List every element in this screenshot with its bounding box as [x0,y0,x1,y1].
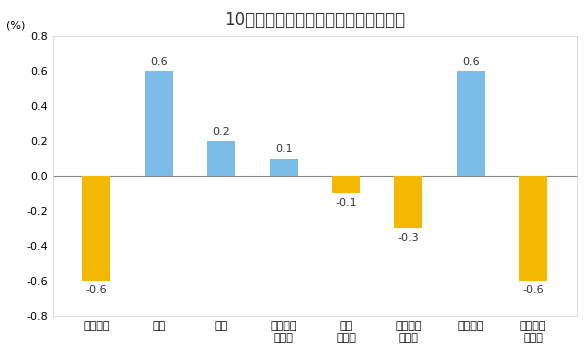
Text: 0.6: 0.6 [150,57,168,67]
Bar [145,71,173,176]
Bar [207,141,235,176]
Title: 10月份居民消费价格分类别环比涨跌幅: 10月份居民消费价格分类别环比涨跌幅 [224,11,405,29]
Text: 0.2: 0.2 [212,127,230,137]
Bar [269,159,298,176]
Bar [395,176,422,228]
Y-axis label: (%): (%) [6,21,26,31]
Text: -0.6: -0.6 [86,285,107,295]
Text: 0.6: 0.6 [462,57,480,67]
Text: -0.3: -0.3 [397,233,419,243]
Bar [519,176,547,281]
Bar [332,176,360,193]
Text: -0.1: -0.1 [335,198,357,208]
Bar [457,71,485,176]
Text: 0.1: 0.1 [275,144,292,154]
Bar [82,176,111,281]
Text: -0.6: -0.6 [522,285,544,295]
